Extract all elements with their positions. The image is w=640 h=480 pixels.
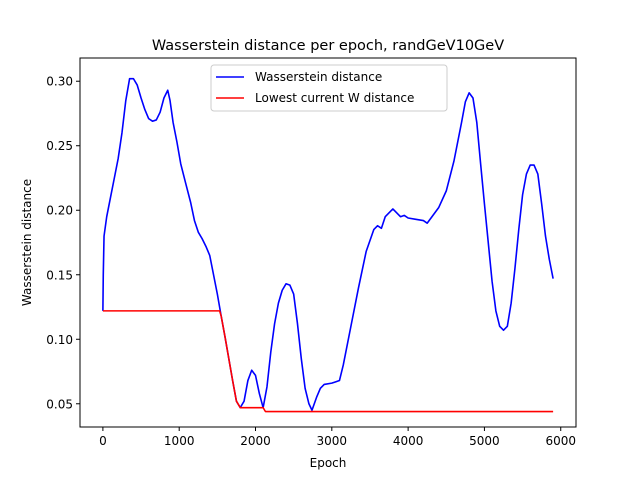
series-line-0 bbox=[102, 77, 554, 412]
legend-label-wasserstein: Wasserstein distance bbox=[255, 70, 382, 84]
x-tick-label: 3000 bbox=[317, 434, 348, 448]
x-tick-label: 4000 bbox=[393, 434, 424, 448]
y-axis-label: Wasserstein distance bbox=[20, 179, 34, 306]
x-tick-label: 1000 bbox=[164, 434, 195, 448]
x-axis-ticks: 0 1000 2000 3000 4000 5000 6000 bbox=[99, 427, 576, 448]
x-tick-label: 5000 bbox=[469, 434, 500, 448]
plot-area bbox=[79, 57, 577, 428]
x-tick-label: 0 bbox=[99, 434, 107, 448]
x-axis-label: Epoch bbox=[310, 456, 347, 470]
y-tick-label: 0.30 bbox=[46, 75, 73, 89]
y-tick-label: 0.20 bbox=[46, 204, 73, 218]
legend: Wasserstein distance Lowest current W di… bbox=[210, 64, 448, 112]
legend-box bbox=[210, 64, 448, 112]
series-line-1 bbox=[102, 310, 554, 413]
chart-title: Wasserstein distance per epoch, randGeV1… bbox=[152, 38, 504, 54]
y-tick-label: 0.15 bbox=[46, 268, 73, 282]
plot-frame bbox=[79, 57, 577, 428]
y-tick-label: 0.05 bbox=[46, 397, 73, 411]
x-tick-label: 2000 bbox=[240, 434, 271, 448]
y-tick-label: 0.25 bbox=[46, 139, 73, 153]
x-tick-label: 6000 bbox=[545, 434, 576, 448]
y-tick-label: 0.10 bbox=[46, 333, 73, 347]
legend-label-lowest: Lowest current W distance bbox=[255, 91, 414, 105]
y-axis-ticks: 0.05 0.10 0.15 0.20 0.25 0.30 bbox=[46, 75, 80, 411]
series-layer bbox=[102, 77, 554, 413]
